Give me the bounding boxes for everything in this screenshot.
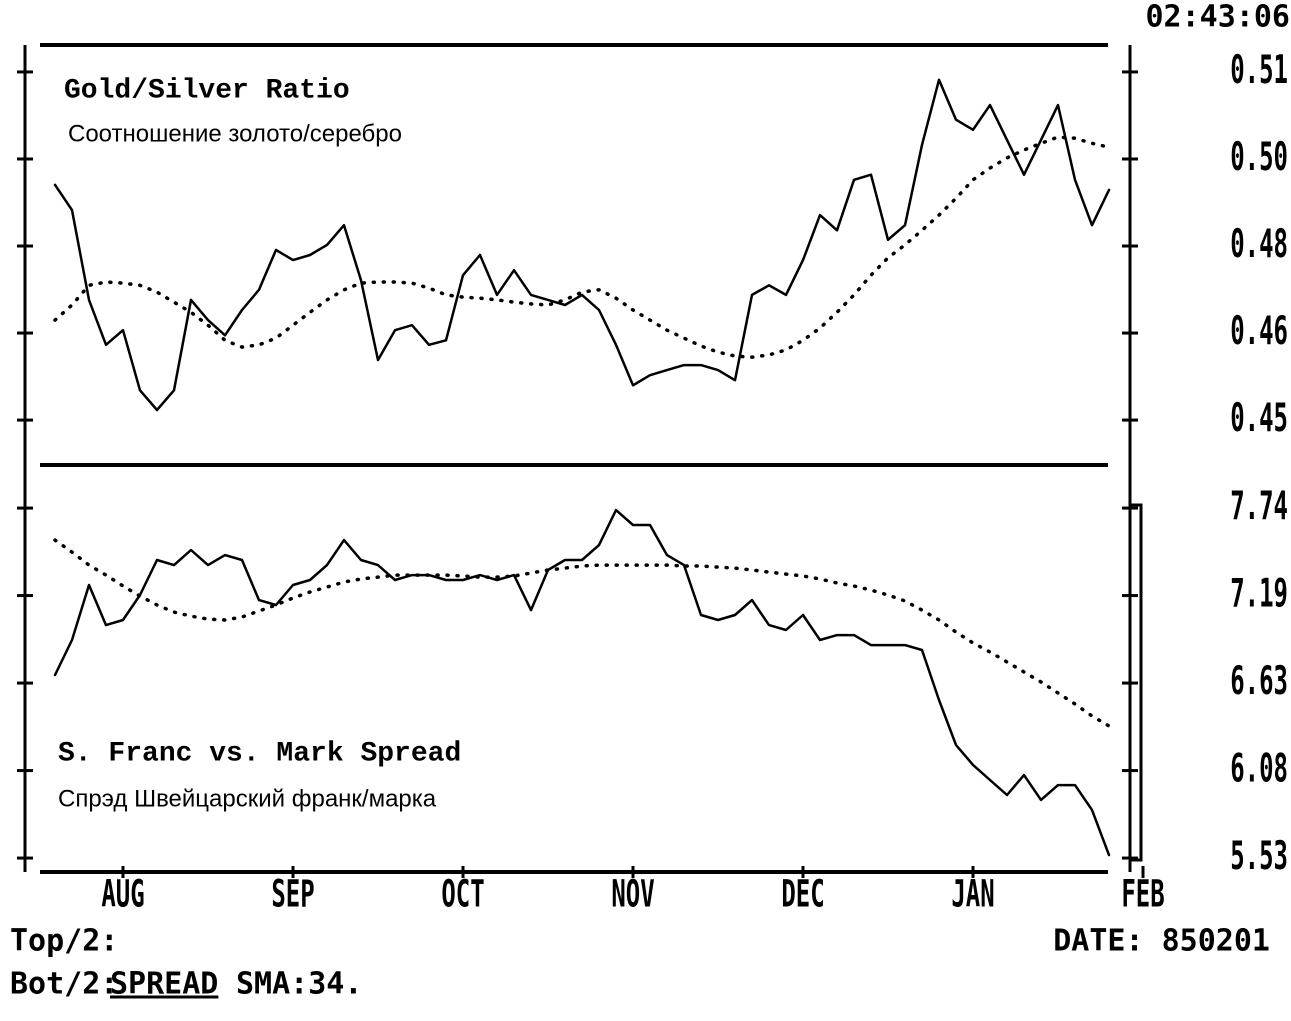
y-tick-label: 6.63 xyxy=(1230,658,1288,704)
price-line xyxy=(53,508,1111,857)
y-tick-label: 7.74 xyxy=(1230,483,1288,529)
footer-study: SPREAD xyxy=(110,967,218,1002)
top-title: Gold/Silver Ratio xyxy=(64,75,350,106)
x-tick-label: NOV xyxy=(611,873,654,916)
footer-bottom-label: Bot/2: xyxy=(10,967,118,1002)
y-tick-label: 0.45 xyxy=(1230,395,1288,441)
y-tick-label: 7.19 xyxy=(1230,570,1288,616)
y-tick-label: 0.50 xyxy=(1230,134,1288,180)
footer-date: DATE: 850201 xyxy=(1053,924,1270,959)
average-line xyxy=(53,135,1111,359)
y-tick-label: 5.53 xyxy=(1230,833,1288,879)
scale-bracket xyxy=(1130,503,1143,862)
x-tick-label: FEB xyxy=(1121,873,1164,916)
bottom-title: S. Franc vs. Mark Spread xyxy=(58,738,461,769)
top-subtitle: Соотношение золото/серебро xyxy=(68,120,402,147)
y-tick-label: 0.48 xyxy=(1230,221,1288,267)
average-line xyxy=(53,538,1111,728)
x-tick-label: OCT xyxy=(441,873,484,916)
y-tick-label: 0.51 xyxy=(1230,47,1288,93)
x-tick-label: SEP xyxy=(271,873,314,916)
y-tick-label: 0.46 xyxy=(1230,308,1288,354)
x-tick-label: JAN xyxy=(951,873,994,916)
clock: 02:43:06 xyxy=(1146,0,1291,35)
footer-top: Top/2: xyxy=(10,924,118,959)
x-tick-label: AUG xyxy=(101,873,144,916)
y-tick-label: 6.08 xyxy=(1230,745,1288,791)
footer-sma: SMA:34. xyxy=(236,967,362,1002)
bottom-subtitle: Спрэд Швейцарский франк/марка xyxy=(58,785,437,812)
x-tick-label: DEC xyxy=(781,873,824,916)
price-line xyxy=(53,78,1111,412)
